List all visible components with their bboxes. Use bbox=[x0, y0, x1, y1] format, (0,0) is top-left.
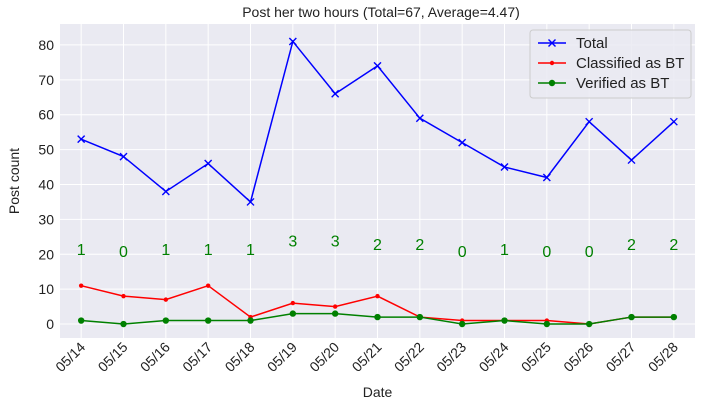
annotation-label: 3 bbox=[331, 233, 340, 250]
y-tick-label: 30 bbox=[38, 211, 54, 227]
data-point bbox=[416, 313, 424, 321]
y-tick-label: 80 bbox=[38, 37, 54, 53]
data-point bbox=[78, 283, 84, 288]
y-tick-label: 60 bbox=[38, 107, 54, 123]
y-tick-labels: 0 10 20 30 40 50 60 70 80 bbox=[38, 37, 54, 332]
series-verified-as-bt bbox=[77, 310, 678, 328]
data-point bbox=[77, 135, 86, 144]
annotation-label: 0 bbox=[585, 244, 594, 261]
data-point bbox=[204, 159, 213, 168]
x-tick-label: 05/14 bbox=[52, 339, 88, 375]
y-tick-label: 40 bbox=[38, 176, 54, 192]
data-point bbox=[247, 317, 254, 324]
legend: Total Classified as BT Verified as BT bbox=[529, 29, 692, 99]
annotation-label: 0 bbox=[458, 244, 467, 261]
data-point bbox=[458, 320, 466, 328]
data-point bbox=[373, 61, 382, 70]
annotation-label: 2 bbox=[627, 237, 636, 254]
x-tick-label: 05/16 bbox=[137, 339, 173, 375]
legend-item: Verified as BT bbox=[538, 75, 669, 92]
data-point bbox=[375, 293, 380, 299]
data-point bbox=[543, 320, 551, 328]
data-point bbox=[627, 156, 636, 165]
chart-title: Post her two hours (Total=67, Average=4.… bbox=[242, 4, 520, 20]
data-point bbox=[669, 117, 678, 126]
y-tick-label: 70 bbox=[38, 72, 54, 88]
y-tick-label: 50 bbox=[38, 142, 54, 158]
annotation-label: 0 bbox=[542, 244, 551, 261]
data-point bbox=[585, 117, 594, 126]
data-point bbox=[204, 317, 212, 324]
data-point bbox=[332, 304, 338, 309]
legend-item: Classified as BT bbox=[538, 55, 684, 72]
x-tick-label: 05/17 bbox=[179, 339, 215, 375]
x-tick-label: 05/27 bbox=[603, 339, 639, 375]
grid-lines bbox=[60, 24, 695, 338]
data-point bbox=[289, 310, 297, 317]
data-point bbox=[121, 293, 126, 299]
x-tick-label: 05/22 bbox=[391, 339, 427, 375]
annotation-label: 1 bbox=[246, 242, 255, 259]
data-point bbox=[120, 320, 127, 328]
data-point bbox=[548, 79, 556, 87]
legend-item: Total bbox=[538, 35, 608, 52]
data-point bbox=[500, 163, 509, 172]
x-tick-label: 05/21 bbox=[349, 339, 385, 375]
data-point bbox=[205, 283, 211, 288]
data-point bbox=[77, 317, 85, 324]
data-point bbox=[290, 300, 296, 306]
data-point bbox=[374, 313, 381, 321]
data-point bbox=[331, 89, 340, 98]
data-point bbox=[162, 317, 170, 324]
x-tick-label: 05/18 bbox=[222, 339, 258, 375]
data-point bbox=[548, 39, 556, 47]
annotation-label: 0 bbox=[119, 244, 128, 261]
data-point bbox=[549, 60, 555, 66]
legend-label: Classified as BT bbox=[576, 55, 684, 72]
data-point bbox=[331, 310, 339, 317]
data-point bbox=[458, 138, 467, 147]
annotation-label: 1 bbox=[204, 242, 213, 259]
data-point bbox=[119, 152, 128, 161]
x-tick-label: 05/15 bbox=[95, 339, 131, 375]
x-tick-label: 05/25 bbox=[518, 339, 554, 375]
data-point bbox=[628, 313, 635, 321]
annotation-label: 1 bbox=[500, 242, 509, 259]
legend-label: Verified as BT bbox=[576, 75, 669, 92]
x-axis-label: Date bbox=[363, 384, 393, 400]
x-tick-label: 05/19 bbox=[264, 339, 300, 375]
data-point bbox=[163, 297, 169, 302]
y-tick-label: 20 bbox=[38, 246, 54, 262]
data-point bbox=[585, 320, 593, 328]
data-point bbox=[542, 173, 551, 182]
annotation-label: 2 bbox=[373, 237, 382, 254]
x-tick-labels: 05/14 05/15 05/16 05/17 05/18 05/19 05/20 05/21… bbox=[52, 339, 681, 375]
data-point bbox=[415, 114, 424, 123]
data-point bbox=[501, 317, 508, 324]
annotation-label: 1 bbox=[77, 242, 86, 259]
legend-box bbox=[529, 29, 692, 99]
annotation-label: 1 bbox=[161, 242, 170, 259]
x-tick-label: 05/26 bbox=[560, 339, 596, 375]
series-total bbox=[77, 37, 678, 206]
annotation-label: 3 bbox=[288, 233, 297, 250]
data-point bbox=[288, 37, 297, 46]
y-axis-label: Post count bbox=[6, 148, 22, 214]
x-tick-label: 05/28 bbox=[645, 339, 681, 375]
data-point bbox=[670, 313, 678, 321]
x-tick-label: 05/20 bbox=[306, 339, 342, 375]
y-tick-label: 0 bbox=[46, 316, 54, 332]
annotation-label: 2 bbox=[669, 237, 678, 254]
annotation-group: 1 0 1 1 1 3 3 2 2 0 1 0 0 2 2 bbox=[77, 233, 679, 260]
x-tick-label: 05/24 bbox=[476, 339, 512, 375]
x-tick-label: 05/23 bbox=[433, 339, 469, 375]
legend-label: Total bbox=[576, 35, 608, 52]
annotation-label: 2 bbox=[415, 237, 424, 254]
y-tick-label: 10 bbox=[38, 281, 54, 297]
data-point bbox=[246, 197, 255, 206]
series-group bbox=[77, 37, 678, 328]
data-point bbox=[161, 187, 170, 196]
